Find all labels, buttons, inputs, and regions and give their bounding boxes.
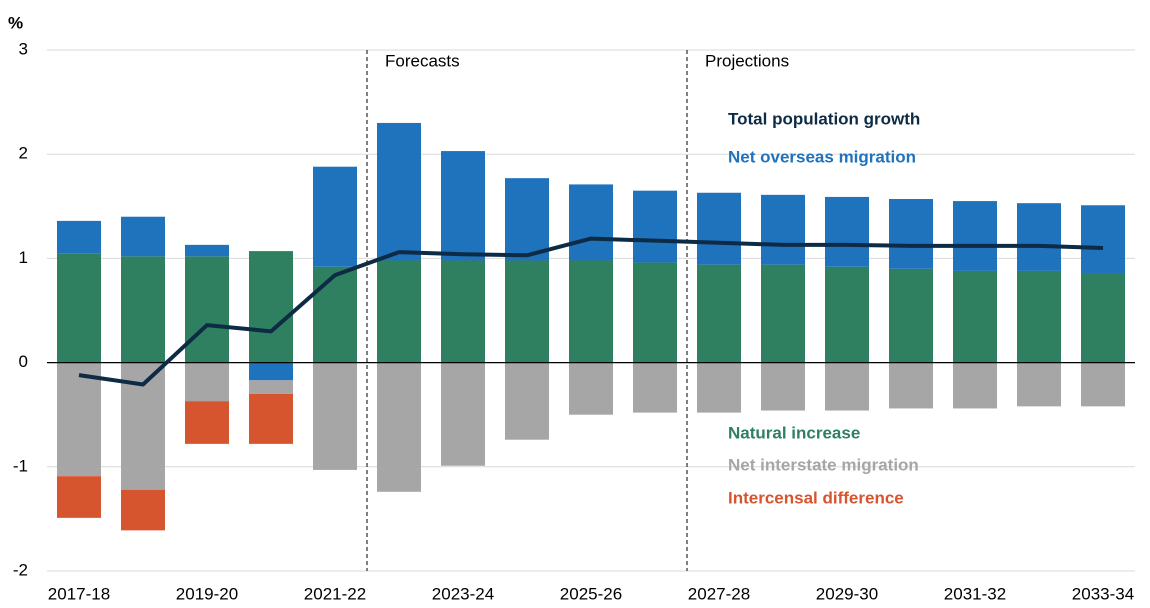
bar xyxy=(697,192,741,265)
x-tick-label: 2029-30 xyxy=(816,584,878,603)
bar xyxy=(121,216,165,257)
bar xyxy=(825,266,869,363)
y-tick-label: 3 xyxy=(19,39,28,58)
bar xyxy=(57,362,101,477)
bar xyxy=(249,393,293,444)
bar xyxy=(441,260,485,363)
bar xyxy=(1017,362,1061,407)
bar xyxy=(249,362,293,381)
bar xyxy=(889,268,933,363)
bar xyxy=(825,196,869,267)
bar xyxy=(377,122,421,261)
bar xyxy=(441,151,485,261)
bar xyxy=(505,260,549,363)
bar xyxy=(57,220,101,254)
bar xyxy=(1017,203,1061,271)
bar xyxy=(633,190,677,263)
bar xyxy=(697,362,741,413)
bar xyxy=(569,260,613,363)
bar xyxy=(377,260,421,363)
y-tick-label: -1 xyxy=(13,456,28,475)
bar xyxy=(313,166,357,267)
bar xyxy=(185,401,229,444)
bar xyxy=(57,253,101,363)
x-tick-label: 2031-32 xyxy=(944,584,1006,603)
line xyxy=(78,236,1104,387)
bar xyxy=(249,380,293,394)
bar xyxy=(1017,270,1061,363)
bar xyxy=(697,264,741,363)
bar xyxy=(761,264,805,363)
legend-label: Intercensal difference xyxy=(728,488,904,507)
bar xyxy=(441,362,485,466)
x-tick-label: 2025-26 xyxy=(560,584,622,603)
bar xyxy=(505,178,549,261)
bar xyxy=(185,256,229,363)
bar xyxy=(953,201,997,271)
bar xyxy=(121,489,165,531)
x-tick-label: 2019-20 xyxy=(176,584,238,603)
bar xyxy=(889,362,933,409)
x-tick-label: 2023-24 xyxy=(432,584,494,603)
legend-label: Net interstate migration xyxy=(728,455,919,474)
bar xyxy=(249,251,293,363)
bar xyxy=(1081,272,1125,363)
bar xyxy=(313,266,357,363)
bar xyxy=(377,362,421,492)
bar xyxy=(953,362,997,409)
y-tick-label: 0 xyxy=(19,352,28,371)
x-tick-label: 2027-28 xyxy=(688,584,750,603)
bar xyxy=(569,184,613,261)
y-tick-label: -2 xyxy=(13,560,28,579)
legend-label: Net overseas migration xyxy=(728,147,916,166)
bar xyxy=(1081,362,1125,407)
bar xyxy=(1081,205,1125,273)
y-tick-label: 2 xyxy=(19,144,28,163)
bar xyxy=(185,362,229,402)
x-tick-label: 2017-18 xyxy=(48,584,110,603)
y-tick-label: 1 xyxy=(19,248,28,267)
bar xyxy=(953,270,997,363)
legend-label: Total population growth xyxy=(728,109,920,128)
bar xyxy=(825,362,869,411)
bar xyxy=(761,362,805,411)
bar xyxy=(121,256,165,363)
bar xyxy=(569,362,613,415)
bar xyxy=(633,362,677,413)
bar xyxy=(505,362,549,440)
y-axis-label: % xyxy=(8,13,23,32)
bar xyxy=(313,362,357,470)
bar xyxy=(185,244,229,257)
x-tick-label: 2021-22 xyxy=(304,584,366,603)
annotation: Projections xyxy=(705,51,789,70)
legend-label: Natural increase xyxy=(728,423,860,442)
x-tick-label: 2033-34 xyxy=(1072,584,1134,603)
bar xyxy=(761,194,805,265)
annotation: Forecasts xyxy=(385,51,460,70)
bar xyxy=(57,476,101,518)
bar xyxy=(633,262,677,363)
bar xyxy=(889,199,933,269)
